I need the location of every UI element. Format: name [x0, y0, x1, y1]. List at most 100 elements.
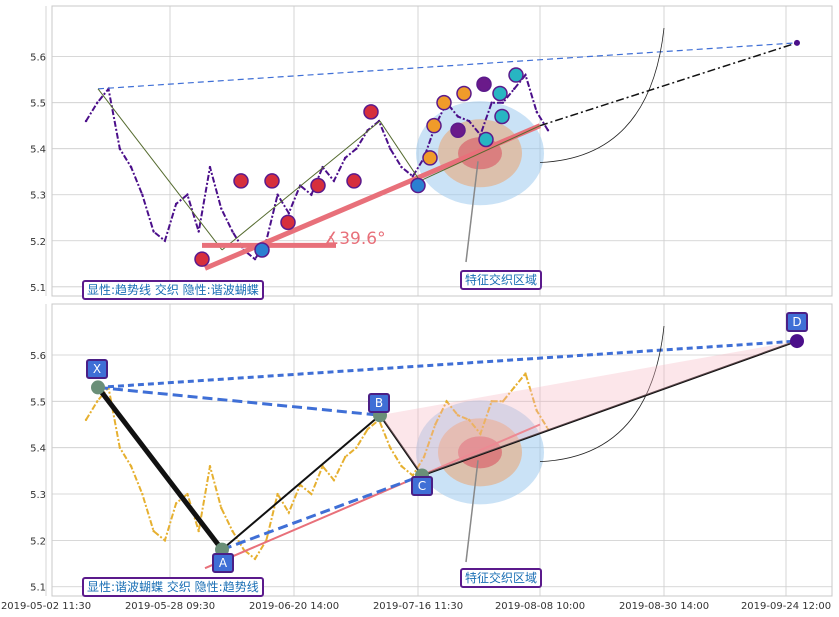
- bottom-pattern-badge: 显性:谐波蝴蝶 交织 隐性:趋势线: [82, 577, 264, 597]
- price-point: [434, 423, 437, 426]
- price-point: [174, 202, 178, 206]
- price-point: [546, 129, 550, 132]
- wave-marker: [264, 173, 280, 189]
- price-point: [208, 165, 212, 169]
- price-point: [310, 492, 313, 496]
- point-label-x: X: [86, 359, 108, 379]
- price-point: [118, 147, 122, 150]
- xb-dashed-line: [97, 385, 381, 417]
- price-point: [287, 211, 291, 215]
- wave-marker: [436, 94, 452, 111]
- harmonic-leg: [221, 120, 381, 251]
- upper-channel-line: [97, 339, 798, 389]
- y-tick-label: 5.1: [30, 583, 46, 594]
- price-point: [343, 455, 347, 459]
- projection-endpoint: [794, 39, 800, 46]
- pattern-leg: [379, 414, 423, 477]
- price-point: [197, 529, 200, 533]
- wave-marker: [508, 67, 524, 83]
- wave-marker: [310, 177, 326, 194]
- trend-line: [204, 423, 541, 570]
- x-tick-label: 2019-05-28 09:30: [125, 601, 215, 612]
- price-point: [220, 506, 223, 510]
- wave-marker: [254, 242, 270, 258]
- wave-marker: [494, 108, 510, 125]
- price-point: [253, 257, 257, 261]
- wave-marker: [410, 177, 426, 194]
- x-tick-label: 2019-09-24 12:00: [741, 601, 831, 612]
- price-point: [512, 87, 516, 91]
- price-point: [524, 372, 527, 375]
- price-point: [152, 529, 155, 533]
- x-tick-label: 2019-06-20 14:00: [249, 601, 339, 612]
- pattern-point: [91, 380, 105, 395]
- y-tick-label: 5.6: [30, 53, 46, 64]
- price-point: [220, 207, 223, 210]
- point-label-b: B: [368, 393, 390, 413]
- price-point: [490, 101, 493, 104]
- pattern-leg: [221, 414, 381, 551]
- price-point: [310, 193, 313, 196]
- pattern-leg: [96, 385, 224, 552]
- price-point: [445, 400, 448, 403]
- price-point: [501, 101, 505, 104]
- price-point: [456, 115, 460, 118]
- price-point: [129, 465, 133, 468]
- price-point: [524, 73, 527, 77]
- price-point: [276, 193, 279, 196]
- x-tick-label: 2019-08-30 14:00: [619, 601, 709, 612]
- top-zone-label: 特征交织区域: [460, 270, 543, 290]
- price-point: [152, 230, 155, 233]
- price-point: [501, 400, 505, 403]
- wave-marker: [346, 173, 362, 189]
- price-point: [467, 119, 471, 123]
- price-point: [355, 147, 358, 150]
- price-point: [253, 557, 257, 561]
- wave-marker: [492, 85, 508, 102]
- price-point: [490, 400, 493, 403]
- y-tick-label: 5.5: [30, 397, 46, 408]
- zone-inner-ellipse: [458, 436, 502, 469]
- wave-marker: [233, 173, 249, 189]
- point-label-c: C: [411, 476, 433, 496]
- y-tick-label: 5.3: [30, 191, 46, 202]
- y-tick-label: 5.3: [30, 490, 46, 501]
- angle-label: ∡39.6°: [324, 229, 386, 249]
- price-point: [96, 400, 99, 403]
- price-point: [163, 539, 167, 542]
- price-point: [231, 529, 234, 533]
- harmonic-leg: [97, 88, 223, 251]
- wave-marker: [422, 150, 438, 166]
- wave-marker: [476, 76, 492, 93]
- price-point: [512, 386, 516, 389]
- y-tick-label: 5.2: [30, 237, 46, 248]
- x-tick-label: 2019-08-08 10:00: [495, 601, 585, 612]
- pattern-leg: [421, 340, 798, 477]
- price-point: [400, 165, 403, 169]
- price-point: [276, 492, 279, 496]
- price-point: [332, 179, 336, 183]
- pattern-point: [790, 334, 804, 349]
- y-tick-label: 5.4: [30, 444, 46, 455]
- price-point: [535, 110, 538, 114]
- price-point: [96, 101, 99, 104]
- top-pattern-badge: 显性:趋势线 交织 隐性:谐波蝴蝶: [82, 280, 264, 300]
- y-tick-label: 5.4: [30, 145, 46, 156]
- price-point: [84, 418, 88, 422]
- price-point: [186, 193, 189, 196]
- wave-marker: [450, 122, 466, 139]
- wave-marker: [280, 214, 296, 231]
- price-point: [467, 418, 471, 422]
- wave-marker: [426, 117, 442, 134]
- projection-arrow: [539, 325, 665, 462]
- y-tick-label: 5.2: [30, 536, 46, 547]
- harmonic-leg: [379, 120, 421, 182]
- price-point: [163, 239, 167, 242]
- point-label-d: D: [786, 312, 808, 332]
- price-point: [84, 119, 88, 123]
- price-point: [174, 502, 178, 505]
- price-point: [535, 409, 538, 412]
- wave-marker: [194, 251, 210, 267]
- x-tick-label: 2019-05-02 11:30: [1, 601, 91, 612]
